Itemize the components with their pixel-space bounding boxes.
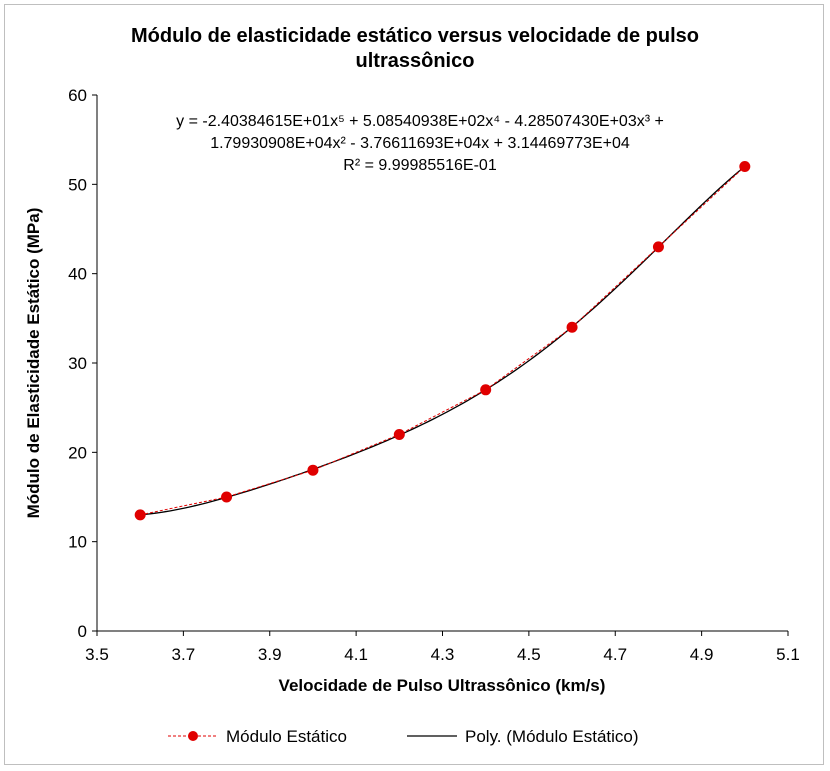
data-point — [307, 464, 319, 476]
x-tick-label: 3.7 — [172, 645, 196, 664]
chart-title-line-1: Módulo de elasticidade estático versus v… — [131, 25, 699, 47]
x-tick-label: 4.5 — [517, 645, 541, 664]
trendline-r-squared: R² = 9.99985516E-01 — [343, 157, 497, 174]
y-axis-label: Módulo de Elasticidade Estático (MPa) — [24, 208, 43, 519]
series-layer — [134, 160, 751, 521]
y-tick-label: 40 — [68, 265, 87, 284]
x-tick-label: 3.9 — [258, 645, 282, 664]
x-tick-label: 4.7 — [603, 645, 627, 664]
x-tick-label: 4.3 — [431, 645, 455, 664]
y-tick-label: 30 — [68, 354, 87, 373]
data-point — [221, 491, 233, 503]
y-tick-label: 10 — [68, 533, 87, 552]
series-line-modulo-estatico — [140, 166, 746, 516]
y-tick-label: 20 — [68, 443, 87, 462]
chart-frame: Módulo de elasticidade estático versus v… — [4, 4, 824, 765]
y-tick-label: 50 — [68, 175, 87, 194]
trendline-poly — [140, 165, 746, 516]
trend-layer — [140, 165, 746, 516]
y-tick-label: 0 — [78, 622, 87, 641]
legend-label-modulo-estatico: Módulo Estático — [226, 727, 347, 746]
data-point — [393, 428, 405, 440]
data-point — [739, 160, 751, 172]
y-tick-label: 60 — [68, 86, 87, 105]
x-tick-label: 5.1 — [776, 645, 800, 664]
data-point — [134, 509, 146, 521]
trendline-equation-line-1: y = -2.40384615E+01x⁵ + 5.08540938E+02x⁴… — [176, 113, 664, 130]
data-point — [566, 321, 578, 333]
legend-marker-modulo-estatico — [188, 731, 198, 741]
x-axis-label: Velocidade de Pulso Ultrassônico (km/s) — [279, 676, 606, 695]
x-tick-label: 4.9 — [690, 645, 714, 664]
chart-title-line-2: ultrassônico — [356, 50, 475, 72]
trendline-equation-line-2: 1.79930908E+04x² - 3.76611693E+04x + 3.1… — [210, 135, 630, 152]
x-tick-label: 3.5 — [85, 645, 109, 664]
legend-label-poly: Poly. (Módulo Estático) — [465, 727, 639, 746]
data-point — [480, 384, 492, 396]
ticks-layer: 0 10 20 30 40 50 60 3.5 3.7 3.9 4.1 4.3 4.5 4.7 4.9 5.1 — [68, 86, 800, 664]
data-point — [652, 241, 664, 253]
chart-svg: Módulo de elasticidade estático versus v… — [24, 25, 800, 746]
legend: Módulo Estático Poly. (Módulo Estático) — [168, 727, 639, 746]
x-tick-label: 4.1 — [344, 645, 368, 664]
